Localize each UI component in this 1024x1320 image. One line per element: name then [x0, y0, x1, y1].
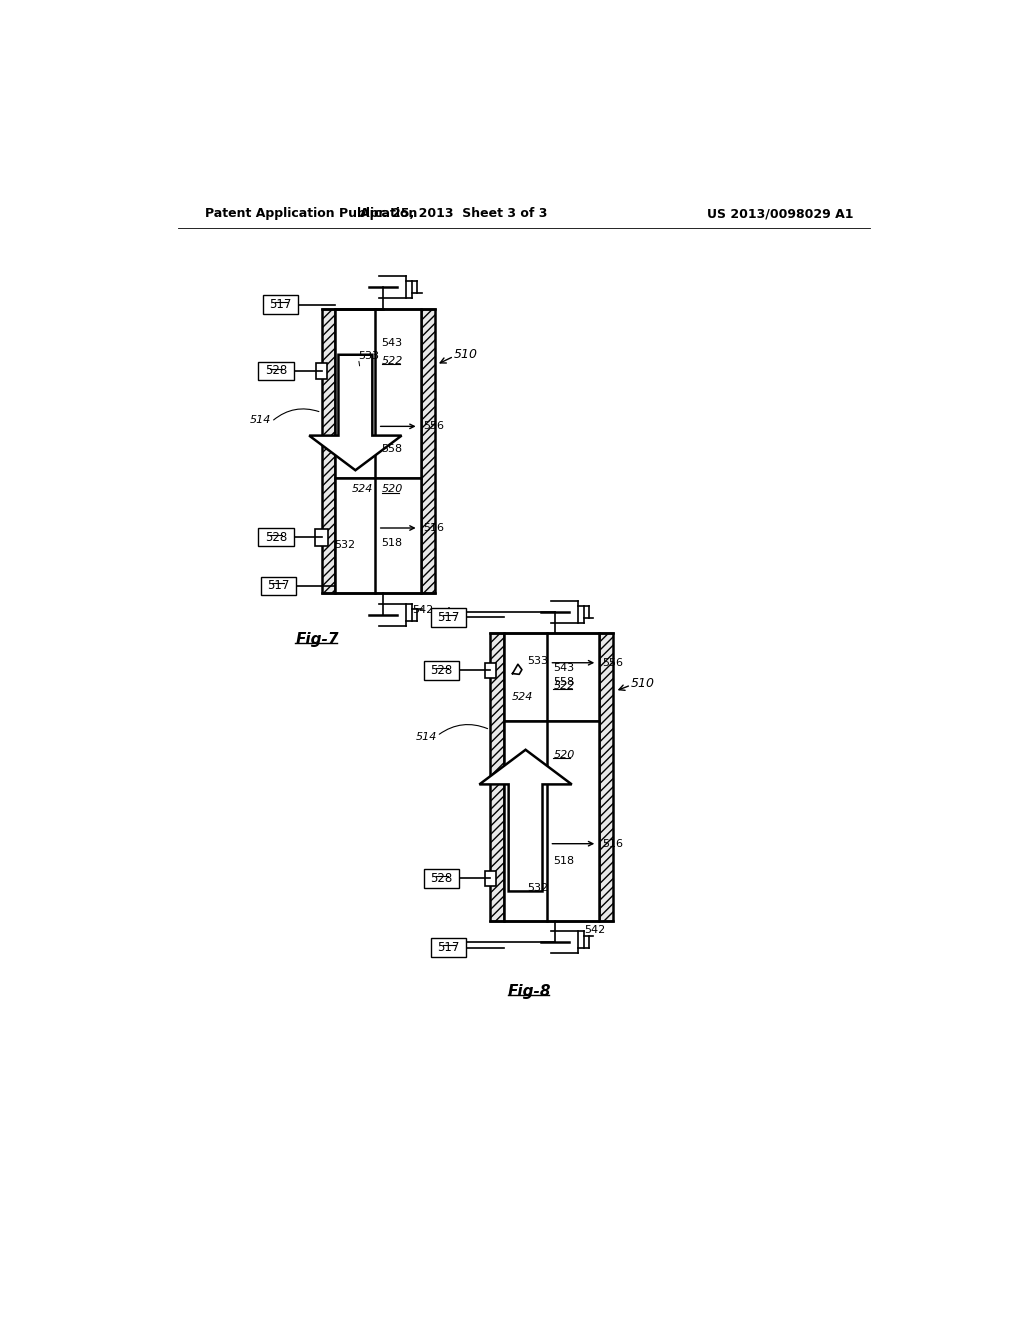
Text: 522: 522 — [553, 681, 574, 690]
Bar — [316, 363, 327, 379]
Text: 518: 518 — [382, 539, 402, 548]
Text: 528: 528 — [430, 664, 453, 677]
Text: 528: 528 — [430, 871, 453, 884]
Text: Apr. 25, 2013  Sheet 3 of 3: Apr. 25, 2013 Sheet 3 of 3 — [360, 207, 548, 220]
Text: 556: 556 — [602, 657, 623, 668]
Bar — [336, 309, 421, 478]
Bar — [504, 634, 599, 721]
Text: 520: 520 — [553, 750, 574, 760]
Bar — [263, 296, 298, 314]
Bar — [431, 939, 466, 957]
Text: Patent Application Publication: Patent Application Publication — [205, 207, 418, 220]
Text: 556: 556 — [423, 421, 444, 432]
Bar — [484, 663, 496, 678]
Text: 517: 517 — [269, 298, 292, 312]
Bar — [490, 634, 504, 921]
Bar — [261, 577, 296, 595]
Text: 517: 517 — [267, 579, 290, 593]
Text: 514: 514 — [250, 416, 271, 425]
Bar — [424, 661, 460, 680]
Text: 510: 510 — [454, 348, 478, 362]
Text: 532: 532 — [527, 883, 548, 892]
Text: 532: 532 — [334, 540, 355, 550]
Text: 517: 517 — [437, 611, 460, 624]
Text: 518: 518 — [553, 855, 574, 866]
Text: 533: 533 — [358, 351, 380, 362]
Text: 542: 542 — [413, 606, 433, 615]
Text: 510: 510 — [631, 677, 655, 690]
Text: Fig-7: Fig-7 — [295, 632, 339, 647]
Text: 558: 558 — [382, 445, 402, 454]
Bar — [504, 721, 599, 921]
Text: 533: 533 — [527, 656, 548, 667]
Bar — [599, 634, 613, 921]
Text: 524: 524 — [512, 693, 534, 702]
Text: 528: 528 — [265, 364, 287, 378]
Text: 543: 543 — [553, 663, 574, 673]
Text: 520: 520 — [382, 484, 403, 495]
Text: 543: 543 — [382, 338, 402, 348]
Text: Fig-8: Fig-8 — [508, 983, 551, 999]
Bar — [336, 478, 421, 594]
Bar — [258, 528, 294, 546]
Bar — [484, 871, 496, 886]
Text: 522: 522 — [382, 356, 403, 366]
Bar — [322, 309, 336, 594]
Polygon shape — [309, 355, 401, 470]
Text: 516: 516 — [423, 523, 444, 533]
Bar — [421, 309, 435, 594]
Polygon shape — [479, 750, 571, 891]
Bar — [424, 869, 460, 887]
Bar — [431, 609, 466, 627]
Text: 517: 517 — [437, 941, 460, 954]
Text: 514: 514 — [416, 733, 437, 742]
Text: 528: 528 — [265, 531, 287, 544]
Text: 524: 524 — [351, 484, 373, 495]
Bar — [258, 362, 294, 380]
Text: 516: 516 — [602, 838, 623, 849]
Text: US 2013/0098029 A1: US 2013/0098029 A1 — [707, 207, 853, 220]
Bar — [315, 529, 328, 545]
Text: 542: 542 — [584, 925, 605, 935]
Text: 558: 558 — [553, 677, 574, 686]
